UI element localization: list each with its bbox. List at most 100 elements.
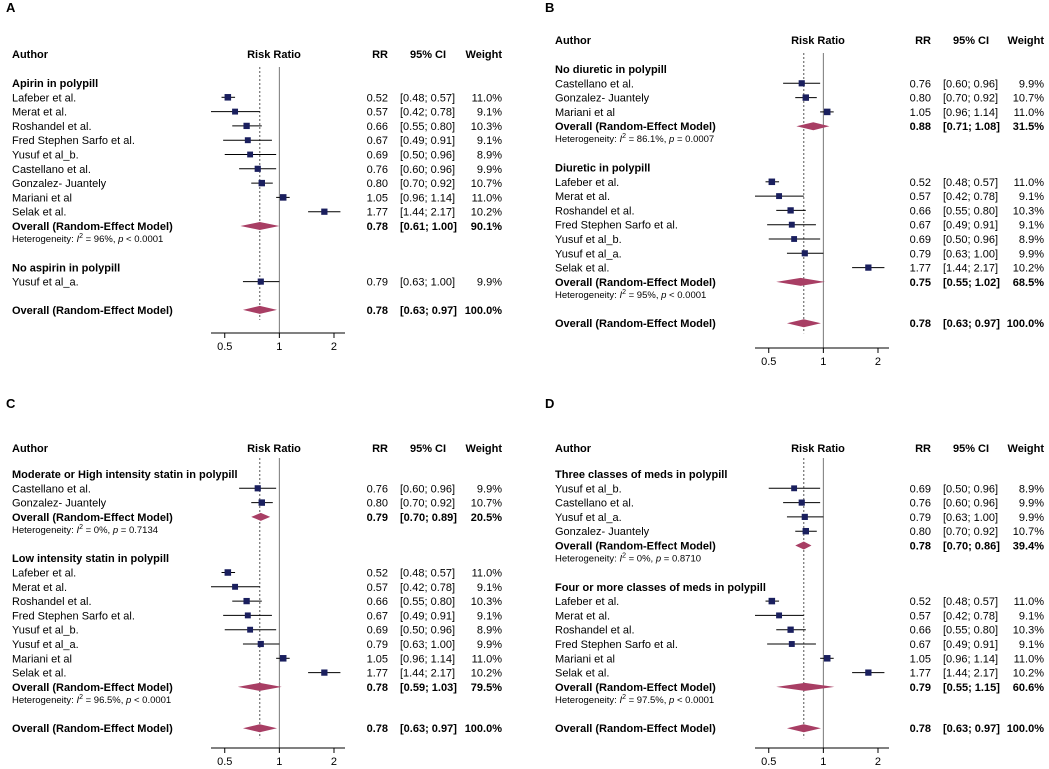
subgroup-overall-label: Overall (Random-Effect Model): [555, 541, 716, 553]
study-marker: [244, 612, 251, 619]
study-rr: 0.57: [910, 191, 931, 203]
study-marker: [279, 655, 287, 662]
study-weight: 10.2%: [471, 668, 502, 680]
header-author: Author: [12, 443, 49, 455]
subgroup-ci: [0.61; 1.00]: [400, 221, 457, 233]
header-ci: 95% CI: [410, 49, 446, 61]
study-ci: [0.48; 0.57]: [943, 596, 998, 608]
subgroup-weight: 39.4%: [1013, 541, 1044, 553]
study-ci: [0.50; 0.96]: [400, 150, 455, 162]
header-ci: 95% CI: [953, 443, 989, 455]
study-author: Mariani et al: [12, 653, 72, 665]
study-weight: 11.0%: [472, 192, 503, 204]
study-ci: [1.44; 2.17]: [943, 263, 998, 275]
study-rr: 1.05: [910, 107, 931, 119]
study-weight: 9.1%: [1019, 639, 1044, 651]
study-author: Yusuf et al_b.: [555, 234, 622, 246]
study-rr: 1.77: [910, 668, 931, 680]
study-rr: 0.76: [910, 498, 931, 510]
study-ci: [0.96; 1.14]: [943, 107, 998, 119]
x-tick-label: 2: [331, 756, 337, 768]
study-weight: 9.9%: [477, 483, 502, 495]
study-ci: [0.60; 0.96]: [943, 498, 998, 510]
study-marker: [823, 655, 831, 662]
study-author: Yusuf et al_a.: [555, 248, 622, 260]
header-rr: RR: [372, 443, 388, 455]
subgroup-overall-label: Overall (Random-Effect Model): [555, 121, 716, 133]
header-rr: RR: [915, 443, 931, 455]
subgroup-diamond: [251, 512, 271, 521]
study-weight: 10.3%: [1013, 205, 1044, 217]
study-marker: [787, 626, 794, 633]
header-author: Author: [12, 49, 49, 61]
subgroup-ci: [0.70; 0.86]: [943, 541, 1000, 553]
total-overall-label: Overall (Random-Effect Model): [555, 723, 716, 735]
total-rr: 0.78: [367, 723, 388, 735]
study-author: Roshandel et al.: [12, 121, 92, 133]
study-author: Mariani et al: [555, 653, 615, 665]
study-rr: 1.05: [367, 653, 388, 665]
study-marker: [823, 108, 831, 116]
subgroup-ci: [0.59; 1.03]: [400, 682, 457, 694]
subgroup-weight: 31.5%: [1013, 121, 1044, 133]
subgroup-ci: [0.55; 1.02]: [943, 277, 1000, 289]
study-marker: [791, 485, 798, 492]
study-weight: 10.3%: [471, 596, 502, 608]
subgroup-overall-label: Overall (Random-Effect Model): [12, 682, 173, 694]
total-weight: 100.0%: [465, 305, 503, 317]
total-diamond: [786, 724, 821, 733]
study-ci: [0.70; 0.92]: [400, 498, 455, 510]
x-tick-label: 2: [875, 356, 881, 368]
study-author: Merat et al.: [555, 191, 610, 203]
subgroup-diamond: [776, 682, 835, 691]
study-ci: [0.63; 1.00]: [943, 248, 998, 260]
total-weight: 100.0%: [1007, 723, 1045, 735]
study-marker: [788, 221, 795, 228]
study-weight: 9.1%: [1019, 610, 1044, 622]
study-marker: [257, 640, 264, 648]
study-rr: 0.80: [367, 178, 388, 190]
study-ci: [0.49; 0.91]: [400, 135, 455, 147]
study-ci: [0.60; 0.96]: [943, 78, 998, 90]
study-ci: [0.48; 0.57]: [400, 568, 455, 580]
study-marker: [801, 250, 808, 257]
study-author: Fred Stephen Sarfo et al.: [12, 135, 135, 147]
subgroup-rr: 0.78: [367, 682, 388, 694]
study-rr: 0.67: [910, 220, 931, 232]
study-weight: 10.3%: [471, 121, 502, 133]
study-marker: [232, 108, 239, 115]
study-ci: [0.60; 0.96]: [400, 164, 455, 176]
study-ci: [0.55; 0.80]: [400, 596, 455, 608]
subgroup-title: No diuretic in polypill: [555, 64, 667, 76]
subgroup-title: Four or more classes of meds in polypill: [555, 582, 766, 594]
study-ci: [0.60; 0.96]: [400, 483, 455, 495]
subgroup-rr: 0.75: [910, 277, 931, 289]
study-rr: 0.69: [367, 625, 388, 637]
study-marker: [224, 94, 232, 101]
study-author: Yusuf et al_a.: [555, 512, 622, 524]
subgroup-title: Low intensity statin in polypill: [12, 553, 169, 565]
study-weight: 8.9%: [1019, 483, 1044, 495]
subgroup-overall-label: Overall (Random-Effect Model): [555, 682, 716, 694]
header-weight: Weight: [466, 443, 503, 455]
study-marker: [258, 499, 265, 506]
subgroup-overall-label: Overall (Random-Effect Model): [555, 277, 716, 289]
study-ci: [0.96; 1.14]: [400, 192, 455, 204]
study-marker: [798, 499, 805, 506]
header-risk-ratio: Risk Ratio: [247, 443, 301, 455]
subgroup-title: Moderate or High intensity statin in pol…: [12, 469, 238, 481]
panel-letter: C: [6, 396, 16, 411]
study-weight: 9.9%: [477, 164, 502, 176]
study-author: Castellano et al.: [555, 78, 634, 90]
total-weight: 100.0%: [1007, 318, 1045, 330]
subgroup-ci: [0.70; 0.89]: [400, 512, 457, 524]
x-tick-label: 1: [820, 756, 826, 768]
study-ci: [1.44; 2.17]: [943, 668, 998, 680]
study-rr: 0.79: [910, 512, 931, 524]
heterogeneity-stat: Heterogeneity: I2 = 95%, p < 0.0001: [555, 289, 706, 301]
study-rr: 1.05: [910, 653, 931, 665]
study-author: Lafeber et al.: [555, 177, 619, 189]
study-weight: 9.9%: [477, 277, 502, 289]
study-ci: [0.55; 0.80]: [400, 121, 455, 133]
